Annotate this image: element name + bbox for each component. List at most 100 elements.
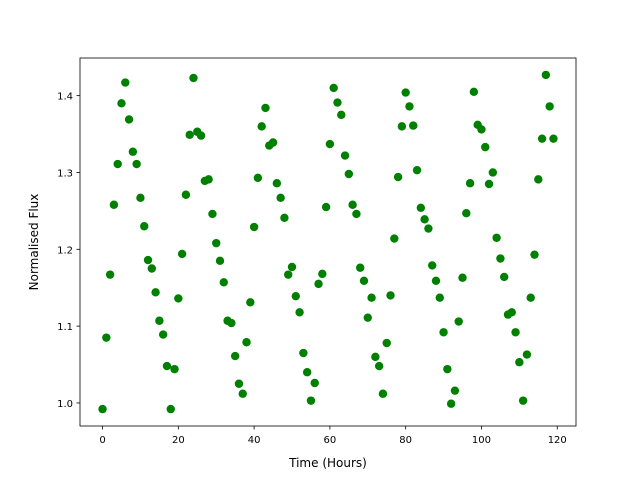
point [98, 404, 107, 414]
point [378, 389, 388, 398]
point [374, 361, 384, 371]
point [537, 134, 547, 143]
point [109, 200, 119, 209]
point [515, 358, 524, 367]
point [147, 264, 157, 273]
point [450, 386, 460, 395]
point [208, 209, 217, 219]
point [280, 213, 289, 222]
y-axis-label: Normalised Flux [27, 194, 41, 291]
point [367, 293, 376, 302]
point [481, 142, 490, 152]
point [541, 70, 551, 80]
point [124, 115, 134, 124]
point [242, 338, 251, 347]
point [230, 351, 240, 361]
point [511, 328, 520, 337]
point [261, 103, 270, 113]
point [215, 256, 225, 266]
point [121, 78, 130, 87]
point [534, 175, 543, 184]
point [136, 193, 145, 203]
point [257, 122, 266, 131]
point [158, 330, 168, 339]
x-axis-label: Time (Hours) [288, 456, 367, 470]
point [431, 276, 441, 285]
x-tick-label: 60 [324, 435, 337, 446]
point [458, 273, 467, 282]
point [181, 190, 191, 199]
point [530, 250, 539, 259]
point [196, 131, 206, 140]
point [488, 168, 498, 177]
point [284, 270, 293, 279]
point [302, 368, 312, 377]
point [253, 173, 263, 183]
point [518, 396, 528, 405]
point [337, 110, 346, 120]
point [310, 378, 319, 388]
point [390, 234, 399, 243]
point [249, 222, 259, 232]
x-tick-label: 100 [472, 435, 491, 446]
point [477, 125, 486, 134]
point [545, 102, 554, 111]
point [272, 179, 282, 188]
point [424, 224, 433, 233]
y-tick-label: 1.1 [57, 322, 73, 333]
point [166, 404, 175, 414]
point [435, 293, 444, 302]
point [234, 379, 244, 388]
point [143, 255, 153, 265]
point [238, 389, 247, 398]
point [420, 215, 429, 224]
point [359, 276, 369, 285]
point [287, 262, 297, 272]
point [105, 270, 115, 279]
point [189, 73, 198, 83]
point [352, 209, 361, 219]
point [526, 293, 535, 302]
point [117, 99, 126, 108]
x-tick-label: 20 [172, 435, 185, 446]
y-tick-label: 1.2 [57, 245, 73, 256]
point [409, 121, 418, 130]
point [492, 233, 501, 242]
point [329, 83, 338, 93]
point [151, 288, 160, 297]
point [443, 364, 452, 374]
point [306, 396, 316, 405]
point [162, 361, 172, 371]
point [276, 193, 285, 203]
point [393, 172, 403, 182]
y-tick-label: 1.0 [57, 399, 73, 410]
y-tick-label: 1.3 [57, 168, 73, 179]
point [446, 399, 456, 408]
x-tick-label: 40 [248, 435, 261, 446]
point [348, 200, 357, 209]
point [371, 352, 380, 362]
point [299, 348, 308, 358]
point [386, 291, 395, 300]
point [462, 208, 471, 218]
point [325, 139, 335, 149]
point [204, 175, 213, 184]
point [227, 318, 236, 328]
point [246, 298, 255, 307]
point [333, 98, 342, 107]
point [113, 159, 122, 169]
point [522, 350, 532, 359]
point [382, 338, 391, 348]
point [428, 261, 437, 270]
point [397, 122, 407, 131]
point [439, 328, 448, 337]
point [499, 272, 509, 282]
point [549, 134, 558, 143]
point [340, 151, 350, 160]
plot-frame [79, 57, 577, 427]
point [401, 88, 410, 97]
point [291, 291, 300, 301]
point [416, 203, 426, 213]
y-tick-label: 1.4 [57, 92, 73, 103]
